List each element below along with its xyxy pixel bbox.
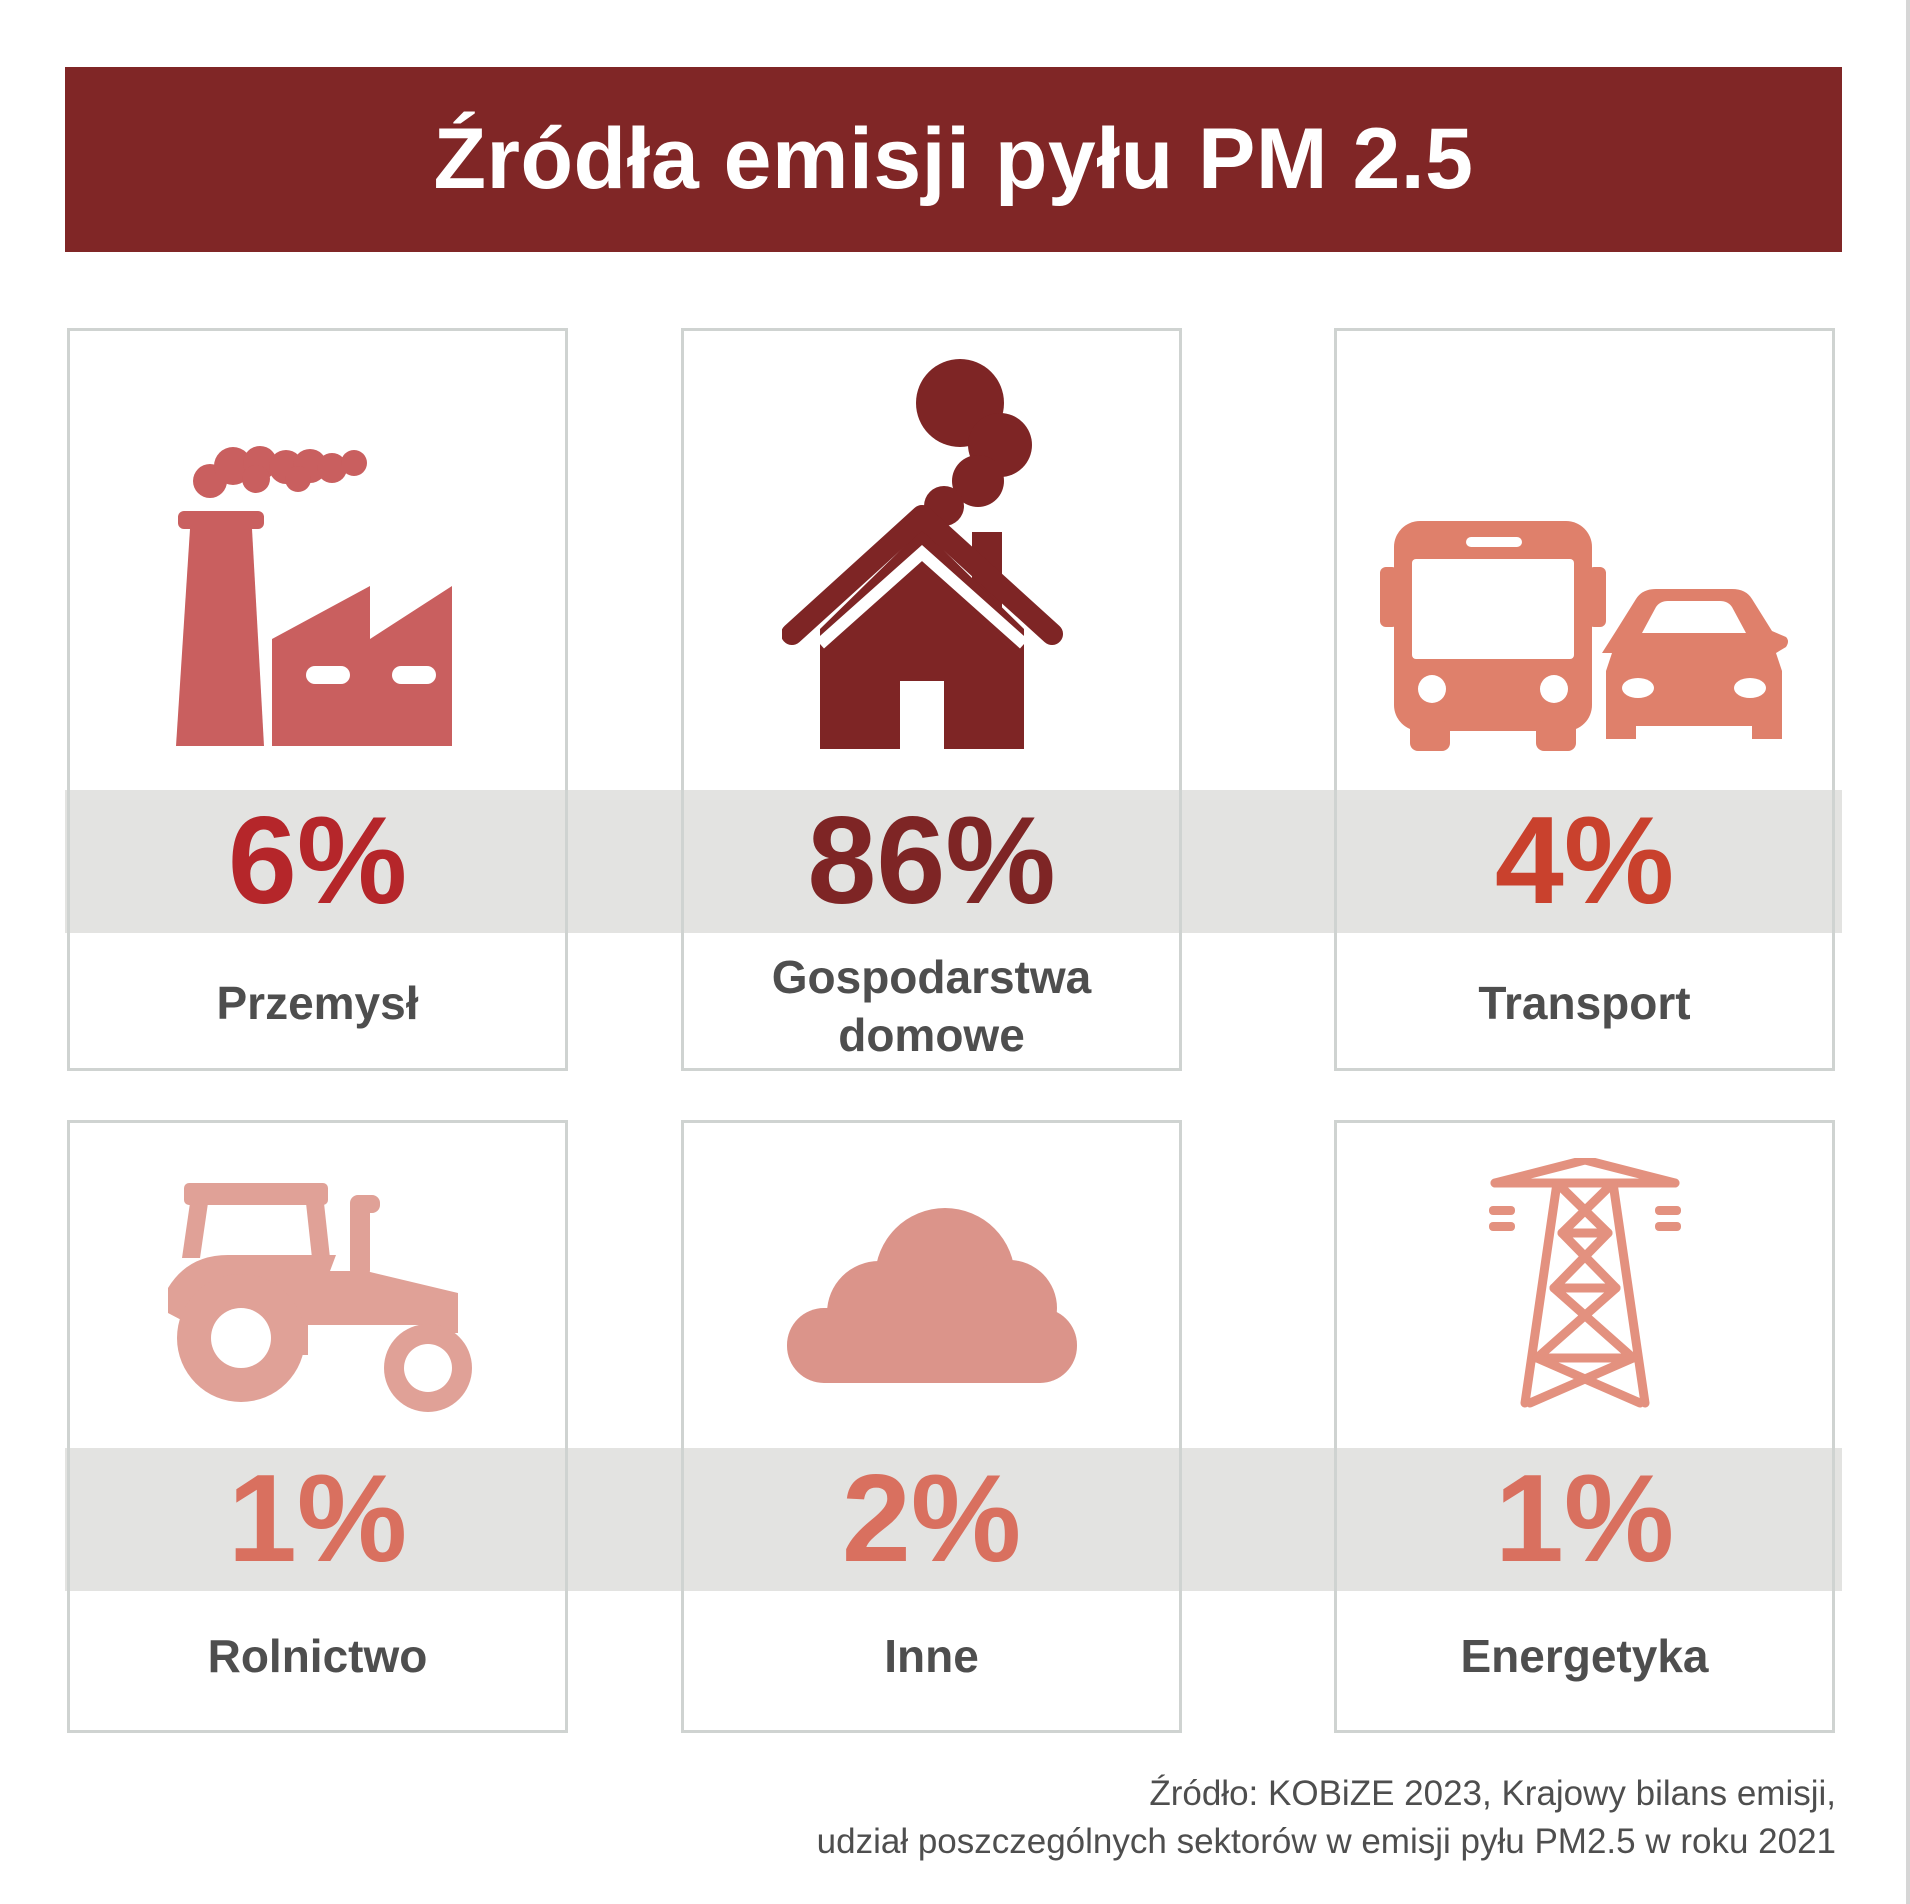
pylon-icon [1488, 1158, 1681, 1408]
cloud-icon [786, 1208, 1077, 1383]
smoke-cloud [192, 446, 367, 498]
card-energetyka: 1% Energetyka [1334, 1120, 1835, 1733]
percent-value: 1% [227, 1450, 408, 1588]
percent-value: 2% [841, 1450, 1022, 1588]
category-label: Transport [1478, 977, 1691, 1029]
source-note: Źródło: KOBiZE 2023, Krajowy bilans emis… [817, 1770, 1836, 1866]
card-transport: 4% Transport [1334, 328, 1835, 1071]
card-przemysl: 6% Przemysł [67, 328, 568, 1071]
category-label-line2: domowe [838, 1009, 1025, 1061]
chart-title: Źródła emisji pyłu PM 2.5 [433, 111, 1474, 207]
house-icon [781, 359, 1063, 749]
factory-icon [175, 446, 452, 746]
title-bar: Źródła emisji pyłu PM 2.5 [65, 67, 1842, 252]
percent-value: 86% [807, 792, 1056, 930]
category-label: Inne [884, 1630, 979, 1682]
tractor-icon [167, 1183, 472, 1412]
card-gospodarstwa-domowe: 86% Gospodarstwa domowe [681, 328, 1182, 1071]
bus-car-icon [1379, 521, 1788, 751]
category-label-line1: Gospodarstwa [771, 951, 1092, 1003]
percent-value: 4% [1494, 792, 1675, 930]
card-rolnictwo: 1% Rolnictwo [67, 1120, 568, 1733]
card-inne: 2% Inne [681, 1120, 1182, 1733]
percent-band-row2 [65, 1448, 1842, 1591]
category-label: Energetyka [1460, 1630, 1709, 1682]
percent-value: 6% [227, 792, 408, 930]
category-label: Przemysł [216, 977, 419, 1029]
category-label: Rolnictwo [207, 1630, 428, 1682]
percent-value: 1% [1494, 1450, 1675, 1588]
right-edge-line [1906, 0, 1910, 1904]
source-line-2: udział poszczególnych sektorów w emisji … [816, 1822, 1836, 1861]
source-line-1: Źródło: KOBiZE 2023, Krajowy bilans emis… [1149, 1774, 1836, 1813]
percent-band-row1 [65, 790, 1842, 933]
